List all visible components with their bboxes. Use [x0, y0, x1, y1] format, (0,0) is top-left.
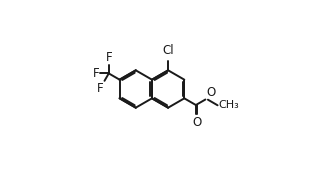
Text: F: F	[92, 67, 99, 80]
Text: CH₃: CH₃	[218, 100, 239, 110]
Text: O: O	[206, 86, 215, 99]
Text: F: F	[97, 82, 103, 95]
Text: Cl: Cl	[162, 44, 174, 57]
Text: O: O	[192, 116, 201, 129]
Text: F: F	[106, 51, 112, 64]
